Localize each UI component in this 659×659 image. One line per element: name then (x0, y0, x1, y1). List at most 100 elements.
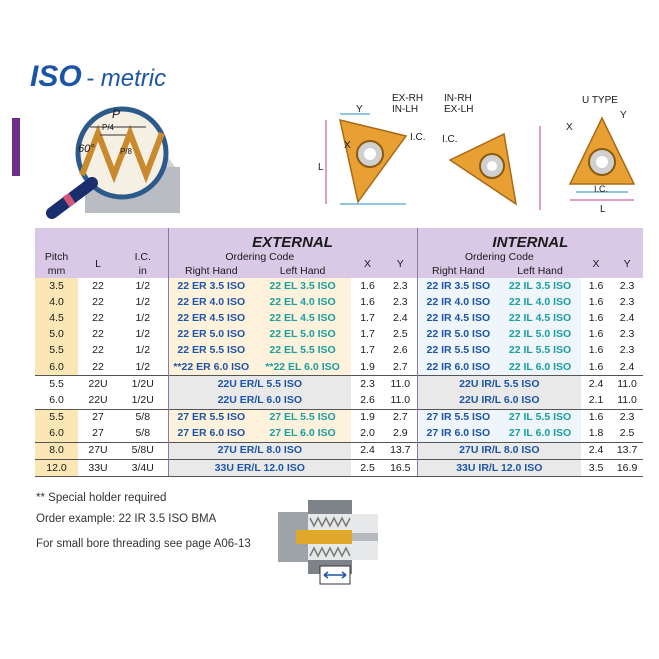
ext-x-cell: 1.6 (360, 279, 375, 292)
ext-y-cell: 2.7 (392, 360, 408, 373)
p8-label: P/8 (120, 147, 133, 156)
ext-lh-code: 27 EL 5.5 ISO (254, 408, 352, 426)
int-x-cell: 1.6 (588, 344, 604, 357)
int-y-cell: 11.0 (611, 375, 644, 393)
ic-cell: 1/2 (135, 328, 151, 341)
ext-x-header: X (351, 250, 385, 278)
int-y-cell: 2.3 (619, 344, 635, 357)
int-lh-code: 22 IL 6.0 ISO (499, 358, 582, 376)
ext-y-cell: 13.7 (384, 441, 418, 460)
ext-y-header: Y (384, 250, 418, 278)
l-cell: 27 (78, 408, 118, 426)
dim-l-label: L (600, 204, 606, 215)
order-example-note: Order example: 22 IR 3.5 ISO BMA (36, 513, 217, 525)
pitch-cell: 5.5 (35, 408, 78, 426)
insert-in-rh-diagram: I.C. (440, 116, 550, 221)
table-row: 6.0 22 1/2 **22 ER 6.0 ISO **22 EL 6.0 I… (35, 358, 643, 376)
section-marker-bar (12, 118, 20, 176)
p4-label: P/4 (102, 123, 115, 132)
ext-left-hand-header: Left Hand (254, 264, 352, 278)
int-rh-code: 22 IR 4.0 ISO (416, 294, 500, 311)
insert-ex-rh-diagram: Y X I.C. L (318, 92, 438, 217)
int-rh-code: 22 IR 3.5 ISO (416, 278, 500, 295)
pitch-cell: 6.0 (49, 393, 64, 406)
table-row: 5.5 22 1/2 22 ER 5.5 ISO 22 EL 5.5 ISO 1… (35, 342, 643, 359)
ext-rh-code: 22 ER 4.5 ISO (167, 310, 255, 327)
int-u-code: 27U IR/L 8.0 ISO (416, 441, 582, 460)
int-rh-code: 22 IR 5.0 ISO (416, 326, 500, 343)
l-cell: 22 (92, 311, 104, 324)
int-x-header: X (581, 250, 612, 278)
pitch-label: P (112, 107, 121, 121)
ext-y-cell: 16.5 (384, 459, 418, 478)
ext-lh-code: **22 EL 6.0 ISO (254, 358, 352, 376)
int-x-cell: 1.6 (588, 279, 604, 292)
int-y-cell: 11.0 (617, 393, 637, 406)
special-holder-note: ** Special holder required (36, 492, 167, 504)
int-rh-code: 27 IR 6.0 ISO (416, 425, 500, 443)
table-row: 12.0 33U 3/4U 33U ER/L 12.0 ISO 2.5 16.5… (35, 459, 644, 478)
ext-y-cell: 2.5 (392, 328, 408, 341)
ic-cell: 5/8 (135, 427, 151, 440)
pitch-cell: 4.5 (35, 310, 78, 327)
ext-y-cell: 2.6 (392, 344, 408, 357)
int-right-hand-header: Right Hand (416, 264, 500, 278)
int-x-cell: 2.4 (581, 375, 612, 393)
ext-y-cell: 2.7 (384, 408, 418, 426)
small-bore-reference-link[interactable]: For small bore threading see page A06-13 (36, 538, 251, 550)
u-type-caption: U TYPE (582, 95, 618, 106)
l-cell: 22 (92, 328, 104, 341)
ext-x-cell: 1.9 (360, 360, 375, 373)
ext-x-cell: 1.6 (360, 295, 375, 308)
table-row: 6.0 22U 1/2U 22U ER/L 6.0 ISO 2.6 11.0 2… (35, 392, 643, 409)
int-y-cell: 2.5 (619, 427, 635, 440)
l-cell: 22 (92, 279, 104, 292)
pitch-cell: 12.0 (35, 459, 78, 478)
angle-label: 60° (78, 143, 95, 155)
int-left-hand-header: Left Hand (499, 264, 582, 278)
table-row: 4.5 22 1/2 22 ER 4.5 ISO 22 EL 4.5 ISO 1… (35, 310, 643, 327)
pitch-cell: 5.0 (35, 326, 78, 343)
magnifier-icon (46, 106, 180, 219)
ext-lh-code: 22 EL 3.5 ISO (254, 278, 352, 295)
int-x-cell: 1.6 (588, 360, 604, 373)
ext-rh-code: 27 ER 6.0 ISO (167, 425, 255, 443)
ext-y-cell: 2.3 (392, 279, 408, 292)
ic-cell: 1/2 (135, 344, 151, 357)
int-y-cell: 2.4 (619, 360, 635, 373)
ext-y-cell: 11.0 (384, 375, 418, 393)
int-y-cell: 2.4 (619, 311, 635, 324)
external-heading: EXTERNAL (167, 228, 418, 250)
int-lh-code: 22 IL 5.0 ISO (499, 326, 582, 343)
ext-right-hand-header: Right Hand (167, 264, 255, 278)
internal-heading: INTERNAL (416, 228, 644, 250)
ext-rh-code: 22 ER 3.5 ISO (167, 278, 255, 295)
int-lh-code: 22 IL 3.5 ISO (499, 278, 582, 295)
int-lh-code: 27 IL 5.5 ISO (499, 408, 582, 426)
caption-line-2: EX-LH (444, 104, 474, 115)
int-lh-code: 22 IL 4.5 ISO (499, 310, 582, 327)
threading-holder-icon (278, 500, 378, 585)
dim-ic-label: I.C. (594, 184, 609, 194)
ext-x-cell: 1.9 (351, 408, 385, 426)
ext-y-cell: 2.9 (392, 427, 408, 440)
int-lh-code: 22 IL 4.0 ISO (499, 294, 582, 311)
ext-rh-code: **22 ER 6.0 ISO (167, 358, 255, 376)
insert-u-type-diagram: X Y I.C. L (562, 108, 640, 225)
caption-line-2: IN-LH (392, 104, 419, 115)
table-row: 5.5 27 5/8 27 ER 5.5 ISO 27 EL 5.5 ISO 1… (35, 408, 644, 426)
ic-cell: 1/2 (135, 295, 151, 308)
int-y-cell: 2.3 (619, 328, 635, 341)
int-u-code: 22U IR/L 6.0 ISO (416, 392, 582, 409)
dim-y-label: Y (620, 110, 627, 121)
ic-cell: 3/4U (118, 459, 169, 478)
l-cell: 22U (78, 375, 118, 393)
int-lh-code: 27 IL 6.0 ISO (499, 425, 582, 443)
iso-metric-insert-table: EXTERNAL INTERNAL Pitch L I.C. Ordering … (35, 228, 644, 478)
int-x-cell: 2.4 (581, 441, 612, 460)
pitch-cell: 8.0 (35, 441, 78, 460)
ext-u-code: 33U ER/L 12.0 ISO (167, 459, 352, 478)
ext-x-cell: 2.6 (360, 393, 375, 406)
int-rh-code: 22 IR 6.0 ISO (416, 358, 500, 376)
l-cell: 22 (92, 360, 104, 373)
